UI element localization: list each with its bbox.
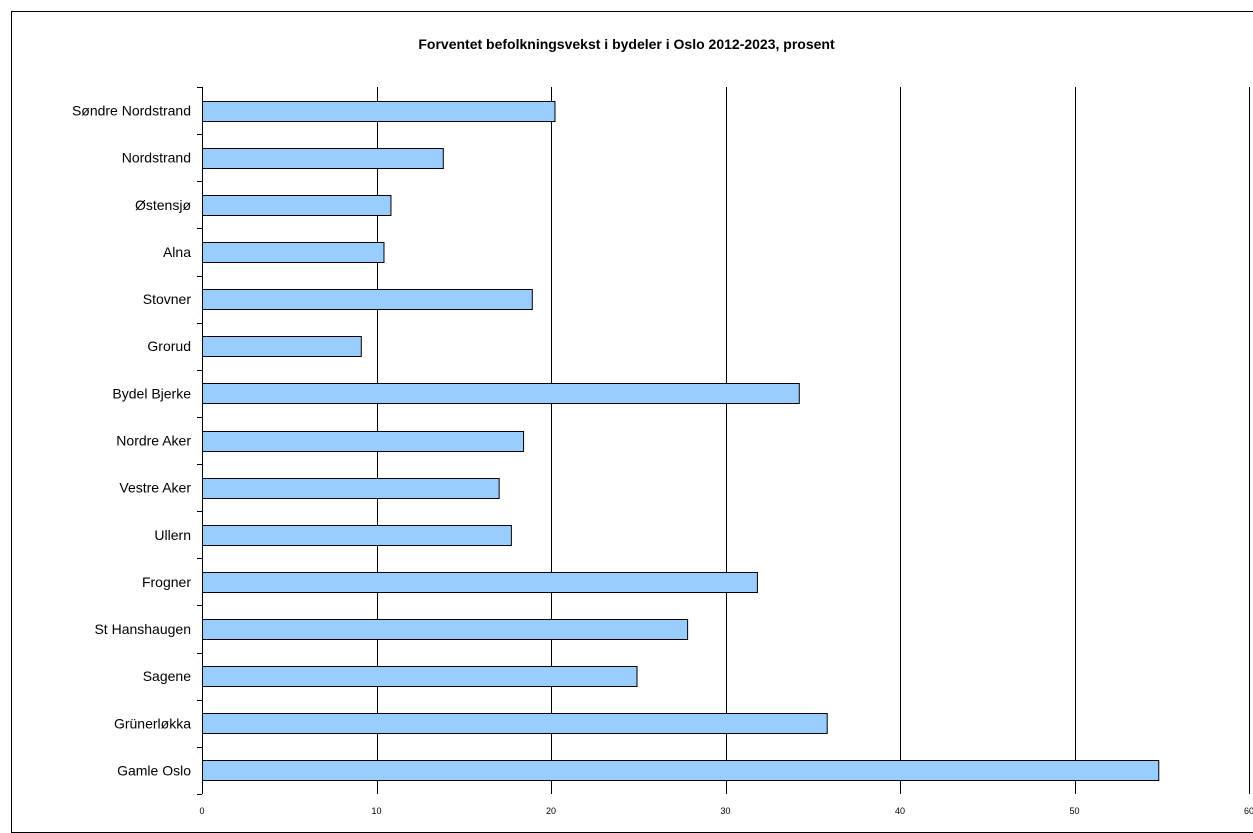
category-label: Grünerløkka [114, 715, 191, 731]
bar [202, 336, 362, 357]
bar [202, 148, 444, 169]
bar [202, 383, 800, 404]
category-label: Østensjø [135, 197, 191, 213]
bar [202, 101, 556, 122]
category-label: Ullern [154, 527, 191, 543]
x-tick-label: 10 [371, 806, 381, 816]
bar [202, 666, 638, 687]
bar [202, 478, 500, 499]
x-tick-label: 40 [895, 806, 905, 816]
bar [202, 572, 758, 593]
bar [202, 289, 533, 310]
bar [202, 760, 1160, 781]
category-label: Alna [163, 244, 191, 260]
x-tick-label: 50 [1069, 806, 1079, 816]
category-label: Grorud [147, 338, 191, 354]
category-label: Søndre Nordstrand [72, 103, 191, 119]
category-label: Gamle Oslo [117, 762, 191, 778]
x-tick-label: 0 [199, 806, 204, 816]
x-tick-label: 60 [1244, 806, 1253, 816]
bar [202, 619, 689, 640]
category-label: Stovner [143, 291, 192, 307]
category-label: Frogner [142, 574, 191, 590]
bar [202, 525, 512, 546]
category-label: Sagene [143, 668, 191, 684]
x-tick-label: 20 [546, 806, 556, 816]
category-label: Nordstrand [122, 150, 191, 166]
category-label: Bydel Bjerke [112, 385, 191, 401]
category-label: Nordre Aker [116, 433, 191, 449]
category-label: Vestre Aker [119, 480, 191, 496]
bar [202, 195, 392, 216]
category-label: St Hanshaugen [94, 621, 191, 637]
chart-title: Forventet befolkningsvekst i bydeler i O… [418, 36, 835, 52]
bar [202, 431, 525, 452]
bar [202, 713, 828, 734]
x-tick-label: 30 [720, 806, 730, 816]
bar [202, 242, 385, 263]
